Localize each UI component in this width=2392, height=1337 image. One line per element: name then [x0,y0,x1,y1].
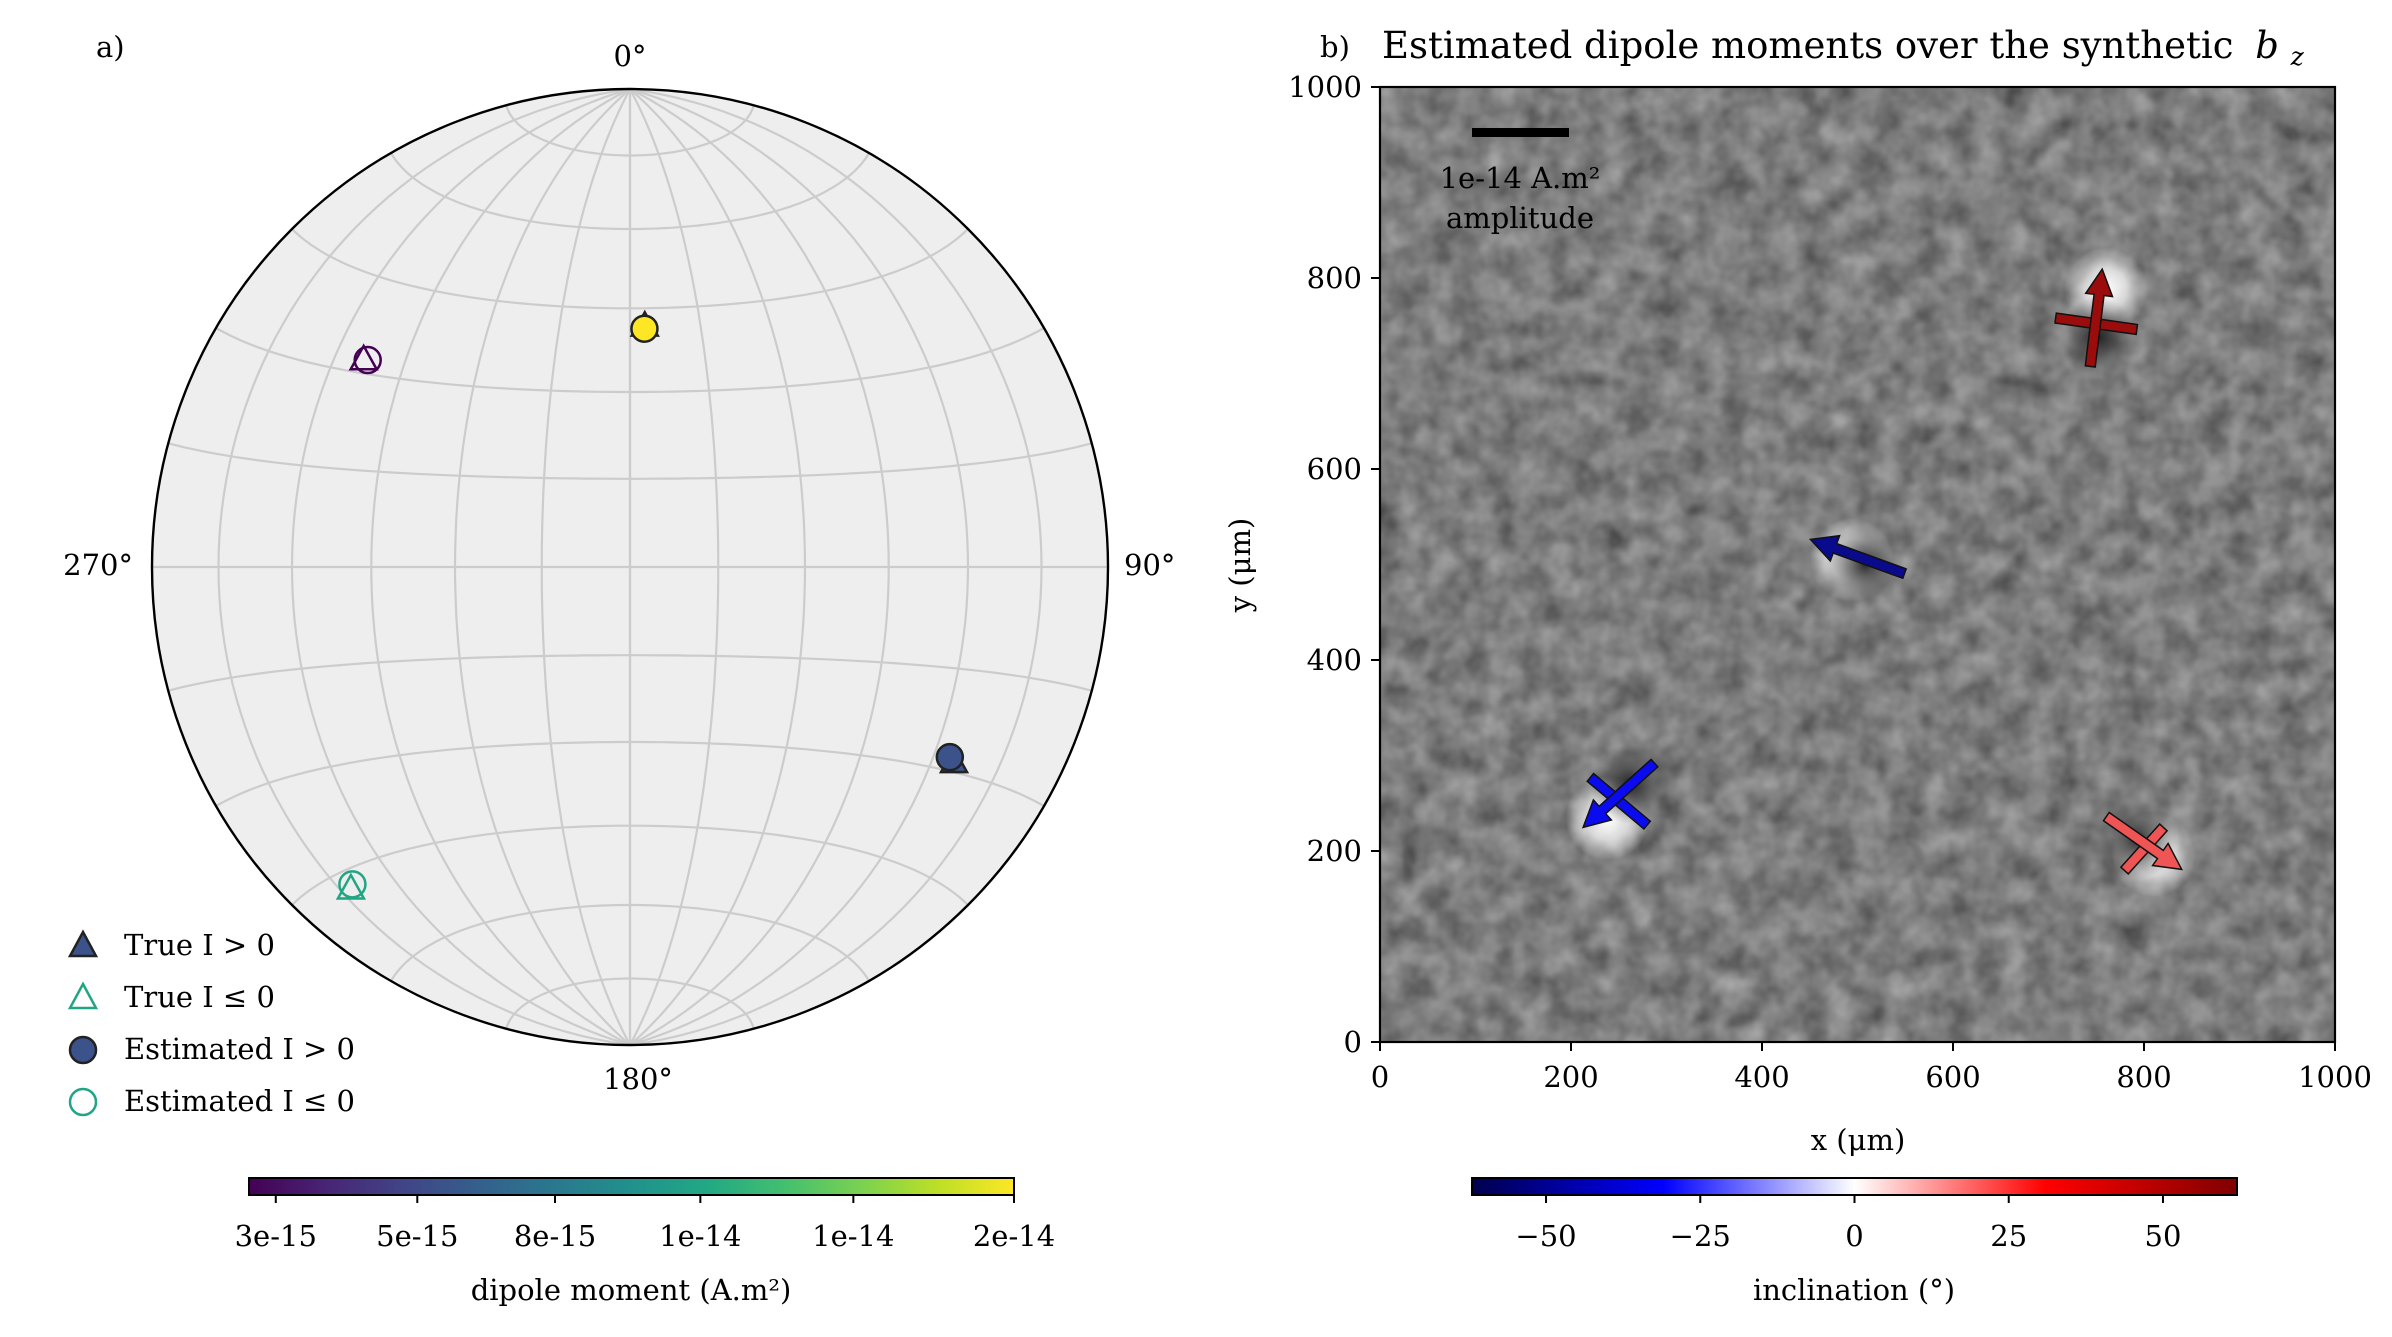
y-tick-label: 800 [1307,261,1362,295]
panel-b-label: b) [1320,30,1350,64]
scale-bar: 1e-14 A.m² amplitude [1440,128,1601,235]
legend-marker-triangle-open [67,981,99,1010]
inclination-colorbar-tick-label: −25 [1670,1219,1731,1253]
x-tick-label: 600 [1925,1060,1980,1094]
y-tick-label: 600 [1307,452,1362,486]
legend-item-true-positive: True I > 0 [67,928,275,962]
y-tick-label: 200 [1307,834,1362,868]
x-tick-label: 0 [1371,1060,1389,1094]
moment-colorbar: 3e-15 5e-15 8e-15 1e-14 1e-14 2e-14 dipole mo… [235,1177,1055,1307]
legend-marker-triangle-filled [67,929,99,958]
true-direction-marker-2 [348,343,379,371]
inclination-colorbar-tick-label: 50 [2145,1219,2182,1253]
map-title-subscript: z [2290,42,2305,71]
moment-colorbar-tick-label: 1e-14 [812,1219,894,1253]
y-axis-label: y (μm) [1223,518,1257,614]
map-title-math: b [2255,24,2279,67]
inclination-colorbar-ticks: −50 −25 0 25 50 [1515,1195,2181,1253]
panel-a-label: a) [96,30,125,64]
stereonet-outline [150,87,1110,1047]
map-title: Estimated dipole moments over the synthe… [1382,24,2305,71]
y-tick-label: 0 [1344,1025,1362,1059]
inclination-colorbar-tick-label: 25 [1990,1219,2027,1253]
moment-colorbar-tick-label: 3e-15 [235,1219,317,1253]
x-tick-label: 1000 [2298,1060,2372,1094]
anomaly-image [1380,87,2335,1042]
estimated-direction-marker-3 [338,870,367,899]
map-panel: b) Estimated dipole moments over the syn… [1223,24,2372,1307]
legend-label-estimated-positive: Estimated I > 0 [124,1032,355,1066]
inclination-colorbar-tick-label: −50 [1515,1219,1576,1253]
azimuth-label-south: 180° [603,1062,673,1096]
stereonet-points [335,309,970,900]
inclination-colorbar-tick-label: 0 [1845,1219,1863,1253]
moment-colorbar-bar [248,1177,1015,1196]
legend-marker-circle-open [68,1087,98,1117]
scale-bar-label-2: amplitude [1446,201,1594,235]
azimuth-label-north: 0° [614,39,647,73]
dipole-arrow-3 [1581,758,1659,829]
legend-label-true-positive: True I > 0 [124,928,275,962]
x-axis-label: x (μm) [1811,1123,1906,1157]
azimuth-label-west: 270° [63,548,133,582]
x-tick-label: 200 [1543,1060,1598,1094]
stereonet-grid [150,87,1110,1047]
moment-colorbar-ticks: 3e-15 5e-15 8e-15 1e-14 1e-14 2e-14 [235,1195,1055,1253]
dipole-arrow-4 [2102,811,2184,871]
map-frame [1378,85,2337,1044]
inclination-colorbar-bar [1471,1177,2238,1196]
inclination-colorbar: −50 −25 0 25 50 inclination (°) [1471,1177,2238,1307]
legend-marker-circle-filled [68,1035,98,1065]
legend-item-estimated-positive: Estimated I > 0 [68,1032,355,1066]
legend-item-true-negative: True I ≤ 0 [67,980,275,1014]
svg-text:Estimated I > 0: Estimated I > 0 [124,1032,355,1066]
scale-bar-label: 1e-14 A.m² [1440,161,1601,195]
svg-text:True I ≤ 0: True I ≤ 0 [124,980,275,1014]
moment-colorbar-tick-label: 8e-15 [514,1219,596,1253]
svg-text:True I > 0: True I > 0 [124,928,275,962]
y-tick-label: 1000 [1288,70,1362,104]
scale-bar-line [1472,128,1569,137]
legend-label-true-negative: True I ≤ 0 [124,980,275,1014]
dipole-arrow-2 [1808,534,1908,580]
legend-label-estimated-negative: Estimated I ≤ 0 [124,1084,355,1118]
estimated-direction-marker-1 [630,314,659,343]
stereonet-panel: a) 0° 90° 180° 270° True I > 0 True I ≤ … [63,30,1175,1307]
x-tick-label: 800 [2116,1060,2171,1094]
estimated-direction-marker-4 [935,742,965,772]
legend: True I > 0 True I ≤ 0 Estimated I > 0 Es… [67,928,355,1118]
dipole-arrows [1581,267,2184,875]
estimated-direction-marker-2 [353,345,382,375]
y-tick-label: 400 [1307,643,1362,677]
map-title-text: Estimated dipole moments over the synthe… [1382,24,2233,67]
moment-colorbar-tick-label: 1e-14 [659,1219,741,1253]
inclination-colorbar-label: inclination (°) [1753,1273,1955,1307]
svg-text:Estimated I ≤ 0: Estimated I ≤ 0 [124,1084,355,1118]
moment-colorbar-label: dipole moment (A.m²) [471,1273,792,1307]
legend-item-estimated-negative: Estimated I ≤ 0 [68,1084,355,1118]
azimuth-label-east: 90° [1124,548,1175,582]
x-tick-label: 400 [1734,1060,1789,1094]
map-axes: 0 200 400 600 800 1000 0 200 400 600 800 1000 [1288,70,2372,1094]
dipole-arrow-1 [2084,267,2114,368]
moment-colorbar-tick-label: 2e-14 [973,1219,1055,1253]
moment-colorbar-tick-label: 5e-15 [376,1219,458,1253]
